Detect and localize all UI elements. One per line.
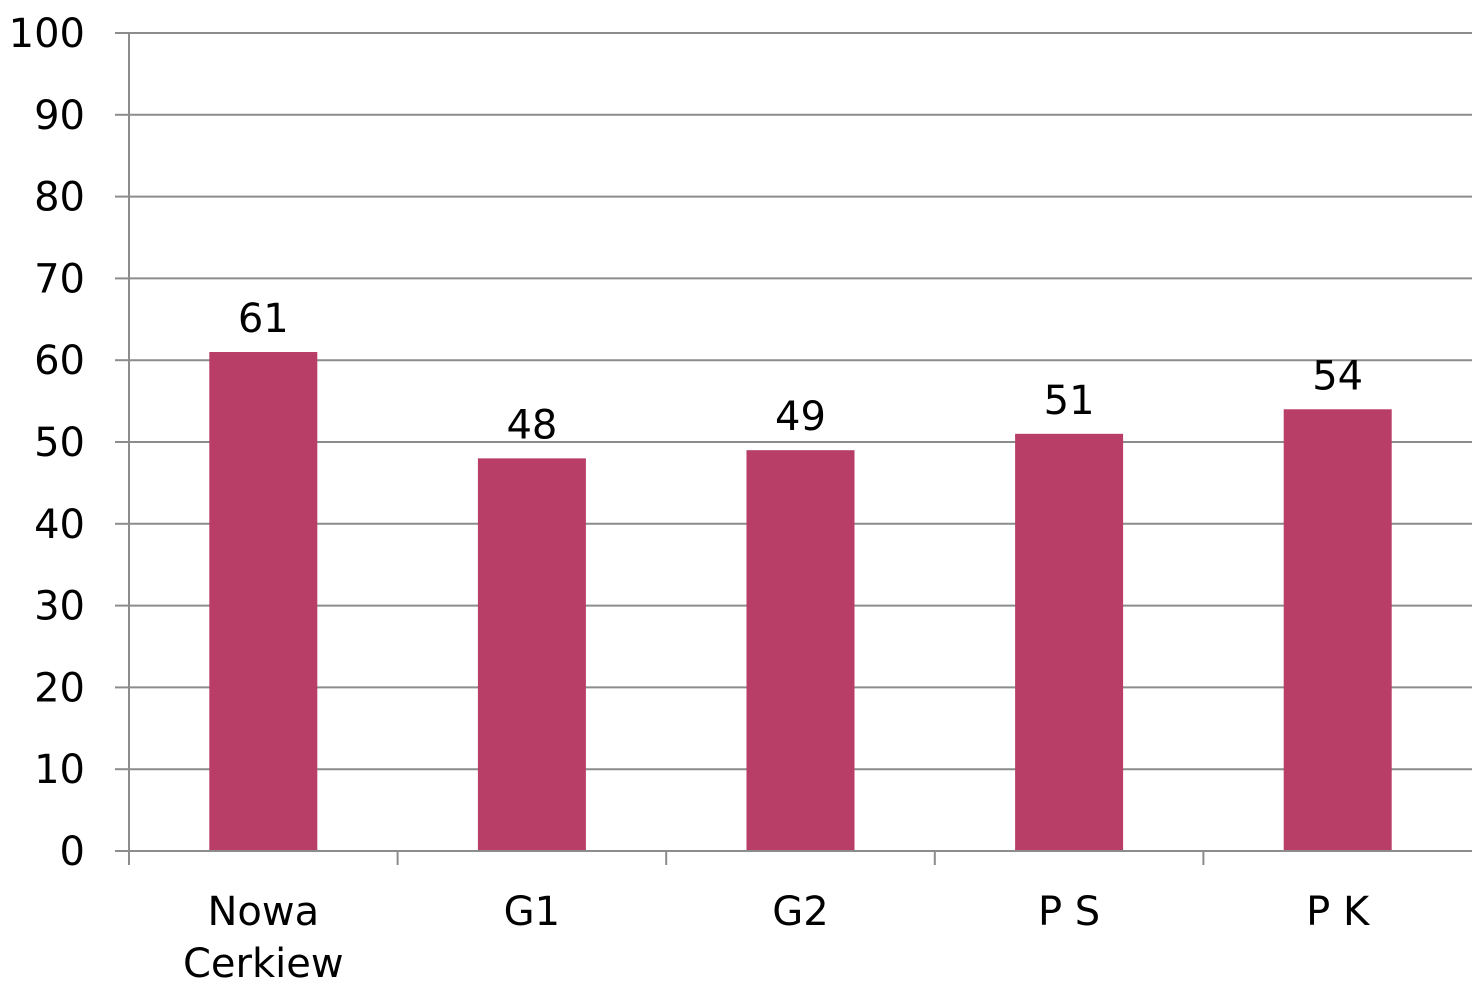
x-category-label: G1 (504, 889, 560, 935)
y-tick-label: 0 (60, 829, 85, 875)
x-category-label-line: P K (1306, 889, 1371, 935)
labels: 0 10 20 30 40 50 60 70 80 90 100 61 Nowa Cerkiew 48 G1 4… (9, 11, 1371, 986)
y-tick-label: 70 (34, 256, 85, 302)
data-label: 48 (506, 402, 557, 448)
x-category-label: P K (1306, 889, 1371, 935)
x-category-label-line: P S (1038, 889, 1100, 935)
data-label: 51 (1044, 378, 1095, 424)
y-tick-label: 10 (34, 747, 85, 793)
bar (1015, 433, 1124, 851)
x-category-label-line: Cerkiew (183, 941, 344, 986)
data-label: 61 (238, 296, 289, 342)
y-tick-label: 100 (9, 11, 85, 57)
y-tick-label: 60 (34, 338, 85, 384)
x-category-label: P S (1038, 889, 1100, 935)
bars (209, 352, 1392, 851)
y-tick-label: 50 (34, 420, 85, 466)
data-label: 49 (775, 394, 826, 440)
y-tick-label: 30 (34, 584, 85, 630)
axes (115, 32, 1472, 865)
gridlines (129, 32, 1472, 771)
x-category-label-line: G2 (772, 889, 828, 935)
bar (209, 352, 318, 851)
y-tick-label: 80 (34, 175, 85, 221)
x-category-label: G2 (772, 889, 828, 935)
bar (746, 450, 855, 851)
y-tick-label: 90 (34, 93, 85, 139)
x-category-label-line: G1 (504, 889, 560, 935)
data-label: 54 (1312, 353, 1363, 399)
y-tick-label: 40 (34, 502, 85, 548)
x-category-label-line: Nowa (207, 889, 319, 935)
x-category-label: Nowa Cerkiew (183, 889, 344, 986)
y-tick-label: 20 (34, 665, 85, 711)
bar (477, 458, 586, 851)
bar (1283, 409, 1392, 851)
